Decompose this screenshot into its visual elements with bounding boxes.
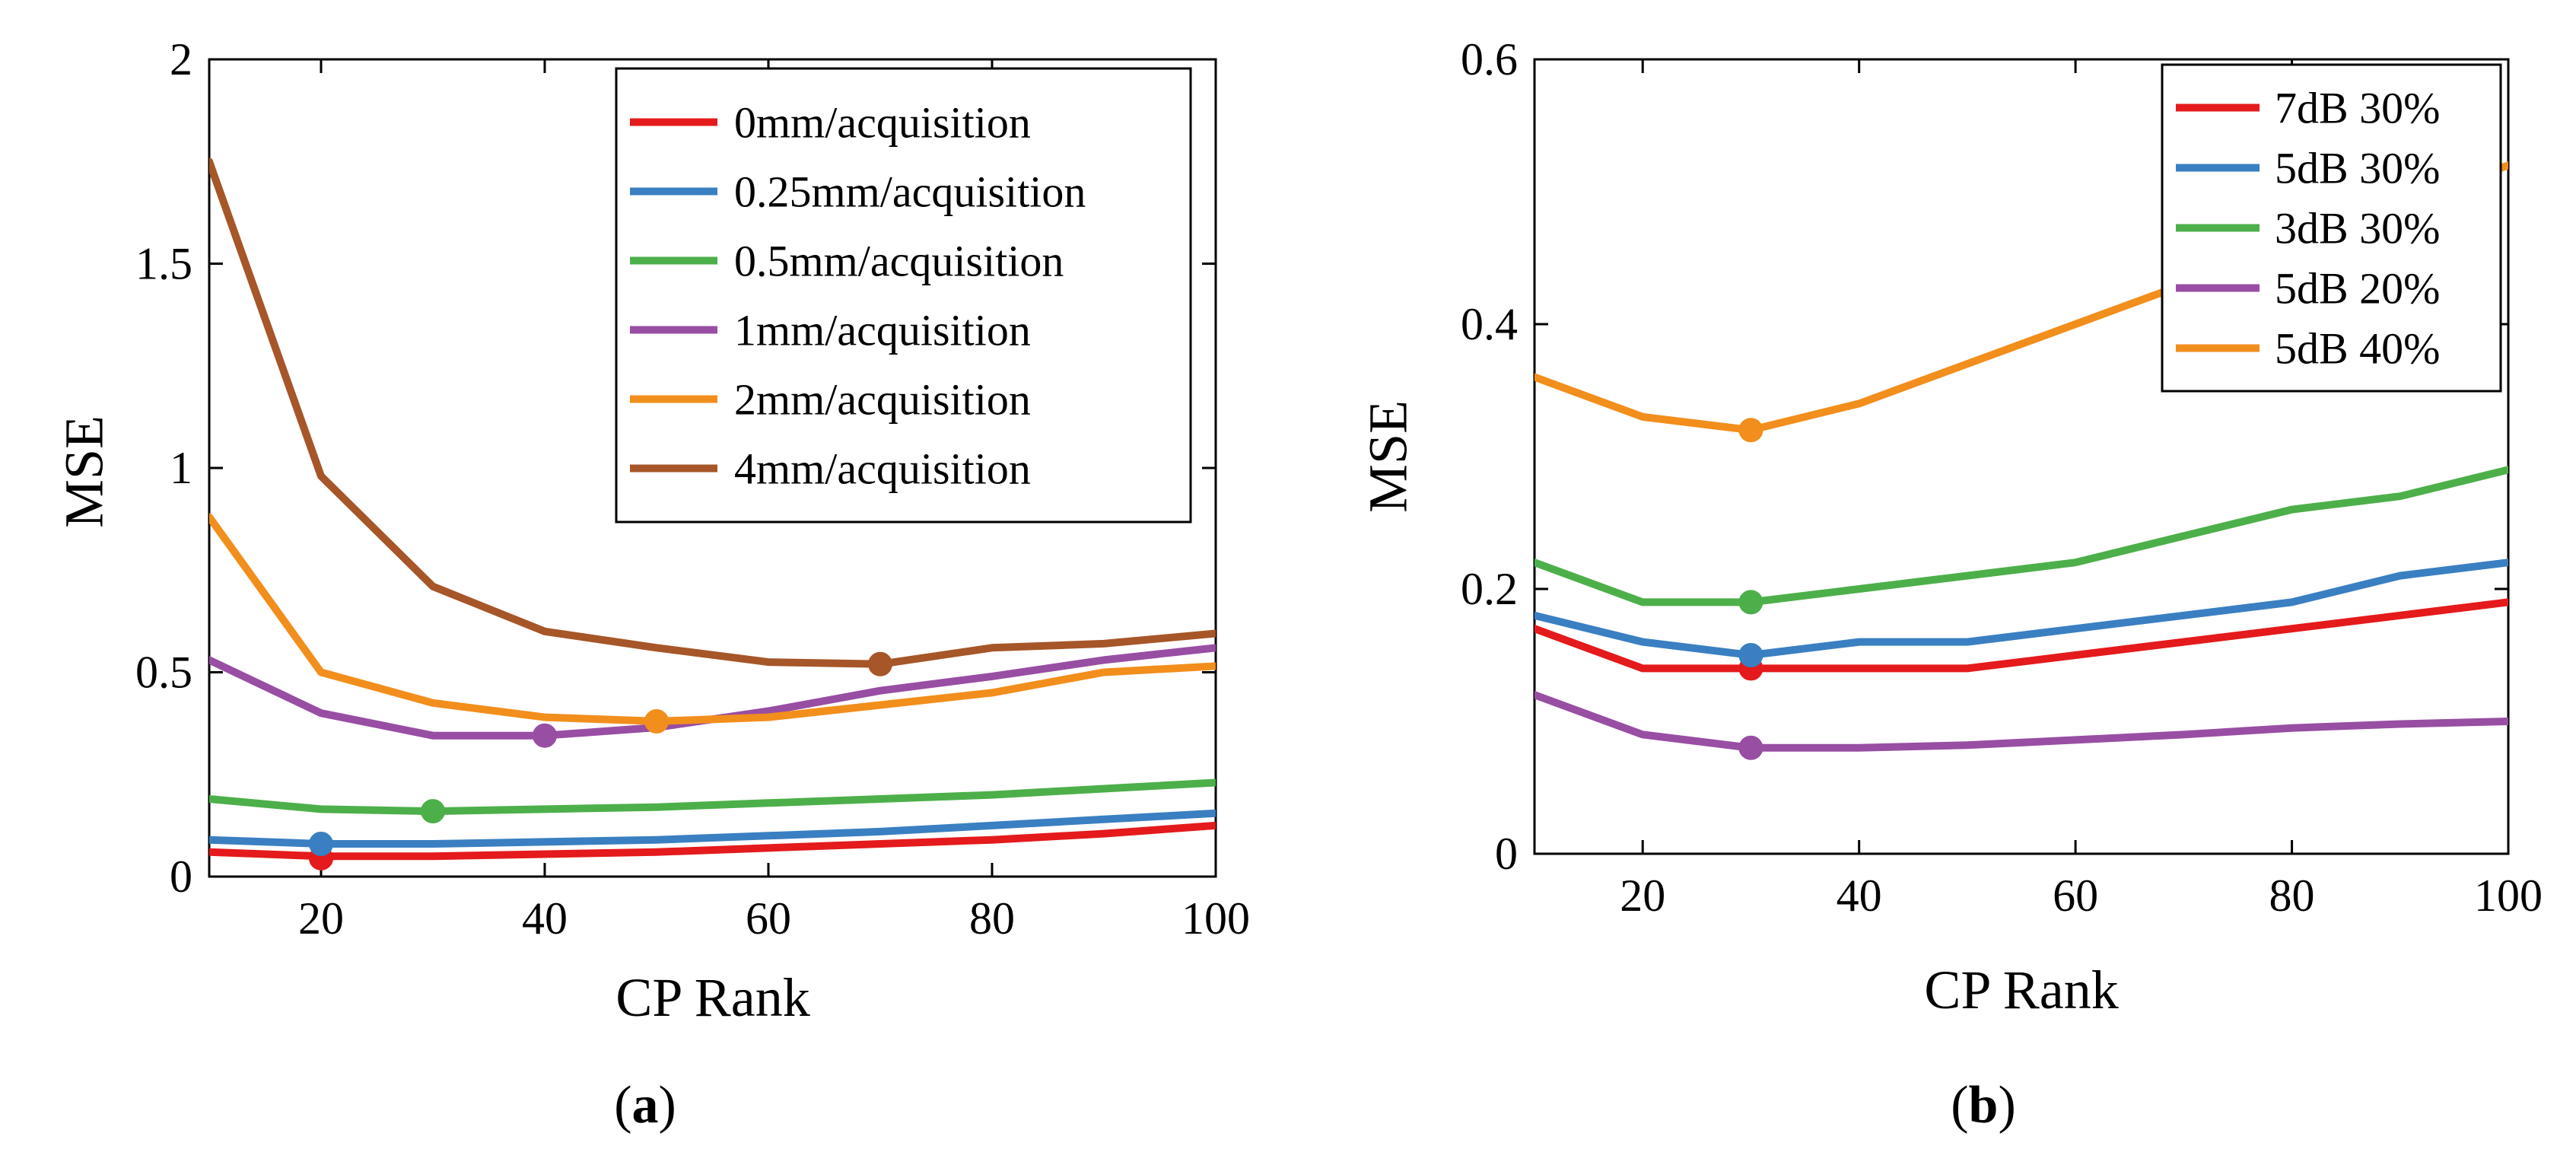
panel-b-ytick-label: 0.4 [1461, 299, 1518, 349]
panel-b-series-marker-3 [1738, 590, 1763, 615]
panel-b-ytick-label: 0.2 [1461, 564, 1518, 614]
panel-b-series-marker-5 [1738, 418, 1763, 443]
panel-a-legend-label-4: 1mm/acquisition [734, 306, 1031, 355]
panel-b-plot: 20 40 60 80 100 0 0.2 0.4 0.6 7dB 30% 5dB 30% 3dB 3… [1461, 34, 2543, 921]
panel-b-ytick-label: 0 [1495, 829, 1518, 879]
panel-a-xtick-label: 80 [969, 893, 1015, 944]
panel-a-ylabel: MSE [54, 415, 115, 528]
panel-b-series-line-2 [1534, 559, 2508, 659]
panel-a-legend-label-6: 4mm/acquisition [734, 444, 1031, 494]
panel-a-legend-box [615, 67, 1192, 524]
panel-a-xtick-label: 60 [746, 893, 791, 944]
panel-a-caption: (a) [614, 1076, 676, 1135]
panel-b-ytick-label: 0.6 [1461, 34, 1518, 84]
panel-a-ytick-label: 1.5 [135, 239, 192, 289]
panel-a-xlabel: CP Rank [615, 967, 809, 1028]
panel-b-xlabel: CP Rank [1924, 960, 2118, 1020]
panel-b-legend-label-4: 5dB 20% [2275, 264, 2441, 314]
panel-a-plot: 20 40 60 80 100 0 0.5 1 1.5 2 0mm/acquisition 0.25m… [135, 34, 1250, 944]
panel-a-ytick-label: 0 [170, 851, 192, 902]
panel-a-series-line-1 [209, 821, 1216, 861]
panel-a-xtick-label: 40 [522, 893, 568, 944]
panel-b-legend-label-5: 5dB 40% [2275, 324, 2441, 374]
panel-a-legend-label-2: 0.25mm/acquisition [734, 167, 1086, 217]
panel-b-ylabel: MSE [1358, 400, 1419, 513]
panel-b-legend-label-1: 7dB 30% [2275, 84, 2441, 133]
panel-a-series-marker-4 [533, 723, 557, 748]
panel-b-xtick-label: 100 [2474, 871, 2543, 921]
panel-b-caption: (b) [1951, 1076, 2016, 1135]
panel-b-xtick-label: 20 [1620, 871, 1665, 921]
panel-a-series-marker-2 [309, 832, 333, 857]
panel-a-caption-letter: a [632, 1076, 659, 1135]
panel-a-series-line-3 [209, 778, 1216, 816]
panel-a-series-line-5 [209, 513, 1216, 725]
panel-a-series-marker-3 [421, 799, 445, 824]
panel-a-legend-label-1: 0mm/acquisition [734, 98, 1031, 148]
panel-b-xtick-label: 80 [2269, 871, 2315, 921]
panel-b-series-marker-4 [1738, 735, 1763, 760]
panel-a-legend-label-3: 0.5mm/acquisition [734, 237, 1064, 286]
panel-a: 20 40 60 80 100 0 0.5 1 1.5 2 0mm/acquisition 0.25m… [54, 34, 1250, 1135]
panel-b-series-line-3 [1534, 466, 2508, 606]
panel-b-series-line-1 [1534, 598, 2508, 673]
panel-b-legend-label-3: 3dB 30% [2275, 204, 2441, 253]
panel-a-legend-label-5: 2mm/acquisition [734, 375, 1031, 425]
panel-b-series-line-4 [1534, 691, 2508, 752]
panel-b-axes-box [1533, 58, 2510, 855]
panel-a-series-marker-6 [868, 651, 892, 676]
panel-a-series-line-2 [209, 809, 1216, 848]
panel-a-xtick-label: 20 [298, 893, 344, 944]
panel-a-series-group [209, 158, 1216, 871]
panel-b-series-marker-2 [1738, 643, 1763, 667]
panel-a-ytick-label: 2 [170, 34, 192, 84]
panel-b-legend-label-2: 5dB 30% [2275, 144, 2441, 193]
panel-b-caption-letter: b [1969, 1076, 1999, 1135]
panel-a-xtick-label: 100 [1181, 893, 1250, 944]
panel-b-legend: 7dB 30% 5dB 30% 3dB 30% 5dB 20% 5dB 40% [2161, 63, 2502, 393]
panel-a-ytick-label: 0.5 [135, 648, 192, 698]
panel-a-ytick-label: 1 [170, 443, 192, 493]
panel-b: 20 40 60 80 100 0 0.2 0.4 0.6 7dB 30% 5dB 30% 3dB 3… [1358, 34, 2543, 1135]
panel-a-series-line-6 [209, 158, 1216, 668]
panel-a-legend: 0mm/acquisition 0.25mm/acquisition 0.5mm/a… [615, 67, 1192, 524]
panel-b-xtick-label: 60 [2053, 871, 2098, 921]
panel-b-xtick-label: 40 [1837, 871, 1882, 921]
panel-a-series-marker-5 [644, 708, 669, 734]
